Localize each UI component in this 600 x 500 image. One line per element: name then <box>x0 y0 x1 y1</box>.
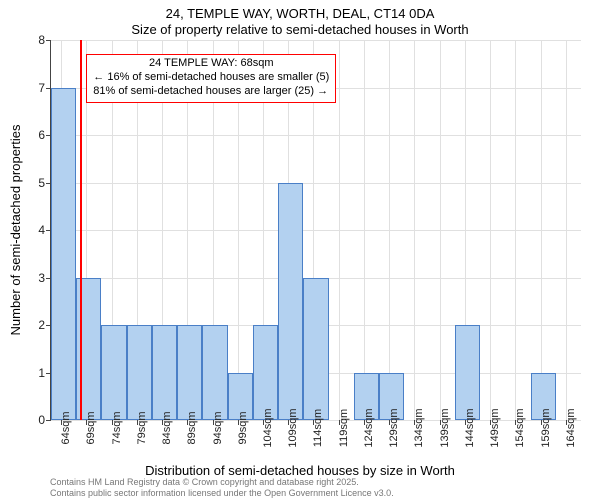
x-tick-label: 159sqm <box>540 408 552 447</box>
x-tick-label: 69sqm <box>85 411 97 444</box>
y-tick-label: 3 <box>25 271 45 285</box>
grid-line-v <box>541 40 542 420</box>
grid-line-v <box>414 40 415 420</box>
x-tick-label: 104sqm <box>262 408 274 447</box>
x-tick-label: 74sqm <box>111 411 123 444</box>
y-tick-label: 0 <box>25 413 45 427</box>
grid-line-v <box>389 40 390 420</box>
y-tick-label: 2 <box>25 318 45 332</box>
grid-line-v <box>339 40 340 420</box>
x-tick-label: 154sqm <box>514 408 526 447</box>
x-tick-label: 119sqm <box>338 409 350 447</box>
y-tick-label: 5 <box>25 176 45 190</box>
y-tick-label: 1 <box>25 366 45 380</box>
histogram-bar <box>127 325 152 420</box>
histogram-bar <box>278 183 303 421</box>
grid-line-h <box>51 40 581 41</box>
x-tick-label: 99sqm <box>237 411 249 444</box>
annotation-line2: 81% of semi-detached houses are larger (… <box>93 85 329 99</box>
x-tick-label: 134sqm <box>413 408 425 447</box>
highlight-line <box>80 40 82 420</box>
x-tick-label: 79sqm <box>136 411 148 444</box>
histogram-bar <box>177 325 202 420</box>
histogram-bar <box>51 88 76 421</box>
grid-line-v <box>364 40 365 420</box>
x-tick-label: 84sqm <box>161 411 173 444</box>
grid-line-v <box>440 40 441 420</box>
y-axis-label: Number of semi-detached properties <box>8 125 23 336</box>
histogram-bar <box>253 325 278 420</box>
y-tick-mark <box>46 40 51 41</box>
x-tick-label: 94sqm <box>212 411 224 444</box>
chart-container: 24, TEMPLE WAY, WORTH, DEAL, CT14 0DA Si… <box>0 0 600 500</box>
x-tick-label: 64sqm <box>60 411 72 444</box>
footer-line2: Contains public sector information licen… <box>50 488 394 498</box>
histogram-bar <box>101 325 126 420</box>
x-tick-label: 129sqm <box>388 408 400 447</box>
x-tick-label: 144sqm <box>464 408 476 447</box>
x-tick-label: 124sqm <box>363 408 375 447</box>
grid-line-h <box>51 183 581 184</box>
y-tick-label: 6 <box>25 128 45 142</box>
y-tick-mark <box>46 420 51 421</box>
x-tick-label: 114sqm <box>312 409 324 447</box>
footer-line1: Contains HM Land Registry data © Crown c… <box>50 477 394 487</box>
annotation-line1: ← 16% of semi-detached houses are smalle… <box>93 71 329 85</box>
x-axis-label: Distribution of semi-detached houses by … <box>0 463 600 478</box>
x-tick-label: 109sqm <box>287 408 299 447</box>
y-tick-label: 4 <box>25 223 45 237</box>
title-main: 24, TEMPLE WAY, WORTH, DEAL, CT14 0DA <box>0 6 600 21</box>
x-tick-label: 89sqm <box>186 411 198 444</box>
y-tick-label: 8 <box>25 33 45 47</box>
y-tick-label: 7 <box>25 81 45 95</box>
footer-credits: Contains HM Land Registry data © Crown c… <box>50 477 394 498</box>
annotation-box: 24 TEMPLE WAY: 68sqm ← 16% of semi-detac… <box>86 54 336 102</box>
grid-line-h <box>51 135 581 136</box>
grid-line-h <box>51 230 581 231</box>
x-tick-label: 164sqm <box>565 408 577 447</box>
histogram-bar <box>152 325 177 420</box>
grid-line-v <box>566 40 567 420</box>
x-tick-label: 139sqm <box>439 408 451 447</box>
histogram-bar <box>202 325 227 420</box>
x-tick-label: 149sqm <box>489 408 501 447</box>
histogram-bar <box>303 278 328 421</box>
grid-line-v <box>515 40 516 420</box>
histogram-bar <box>455 325 480 420</box>
title-sub: Size of property relative to semi-detach… <box>0 22 600 37</box>
annotation-title: 24 TEMPLE WAY: 68sqm <box>93 57 329 71</box>
grid-line-v <box>490 40 491 420</box>
